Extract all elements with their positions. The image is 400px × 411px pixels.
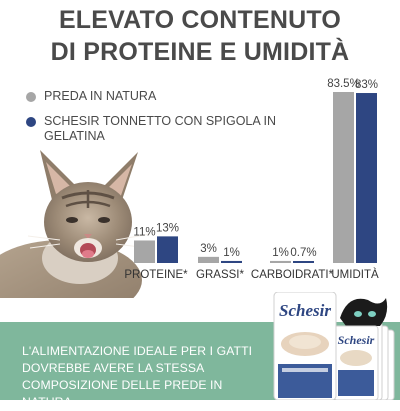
legend-swatch-prey — [26, 92, 36, 102]
bar-schesir-2 — [293, 261, 314, 263]
bar-schesir-0 — [157, 236, 178, 263]
bar-value-label-prey-3: 83.5% — [327, 78, 360, 90]
category-label-1: GRASSI* — [196, 269, 244, 281]
bar-prey-2 — [270, 260, 291, 263]
chart-title-line-2: DI PROTEINE E UMIDITÀ — [50, 38, 350, 66]
footer-message: L'ALIMENTAZIONE IDEALE PER I GATTI DOVRE… — [22, 344, 253, 409]
legend-swatch-schesir — [26, 117, 36, 127]
category-label-3: UMIDITÀ — [331, 268, 379, 281]
product-pouches-image: Schesir Schesir — [273, 292, 395, 400]
category-label-0: PROTEINE* — [124, 269, 188, 281]
bar-value-label-schesir-1: 1% — [223, 247, 240, 259]
bar-chart: 11% 13%PROTEINE*3% 1%GRASSI*1% 0.7%CARBOIDR… — [124, 78, 379, 281]
chart-title-line-1: ELEVATO CONTENUTO — [58, 6, 342, 34]
bar-value-label-schesir-2: 0.7% — [290, 247, 316, 259]
bar-prey-3 — [333, 92, 354, 263]
legend-label-schesir: SCHESIR TONNETTO CON SPIGOLA IN GELATINA — [44, 114, 276, 143]
bar-prey-0 — [134, 240, 155, 263]
bar-value-label-schesir-3: 83% — [355, 79, 378, 91]
legend-label-prey: PREDA IN NATURA — [44, 89, 157, 103]
kitten-photo — [0, 150, 151, 298]
bar-value-label-schesir-0: 13% — [156, 222, 179, 234]
bar-schesir-1 — [221, 260, 242, 263]
bar-schesir-3 — [356, 93, 377, 263]
category-label-2: CARBOIDRATI* — [251, 269, 334, 281]
front-pouch-brand: Schesir — [279, 301, 331, 320]
bar-value-label-prey-1: 3% — [200, 243, 217, 255]
legend-item-schesir: SCHESIR TONNETTO CON SPIGOLA IN GELATINA — [26, 114, 294, 144]
rear-pouch-brand: Schesir — [338, 333, 375, 347]
bar-value-label-prey-0: 11% — [133, 226, 155, 238]
bar-prey-1 — [198, 256, 219, 263]
bar-value-label-prey-2: 1% — [272, 247, 289, 259]
legend-item-prey: PREDA IN NATURA — [26, 89, 294, 104]
